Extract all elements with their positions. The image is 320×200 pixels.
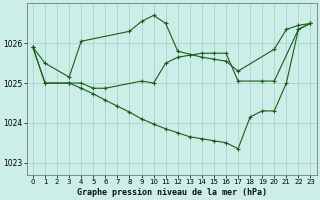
X-axis label: Graphe pression niveau de la mer (hPa): Graphe pression niveau de la mer (hPa) [77, 188, 267, 197]
